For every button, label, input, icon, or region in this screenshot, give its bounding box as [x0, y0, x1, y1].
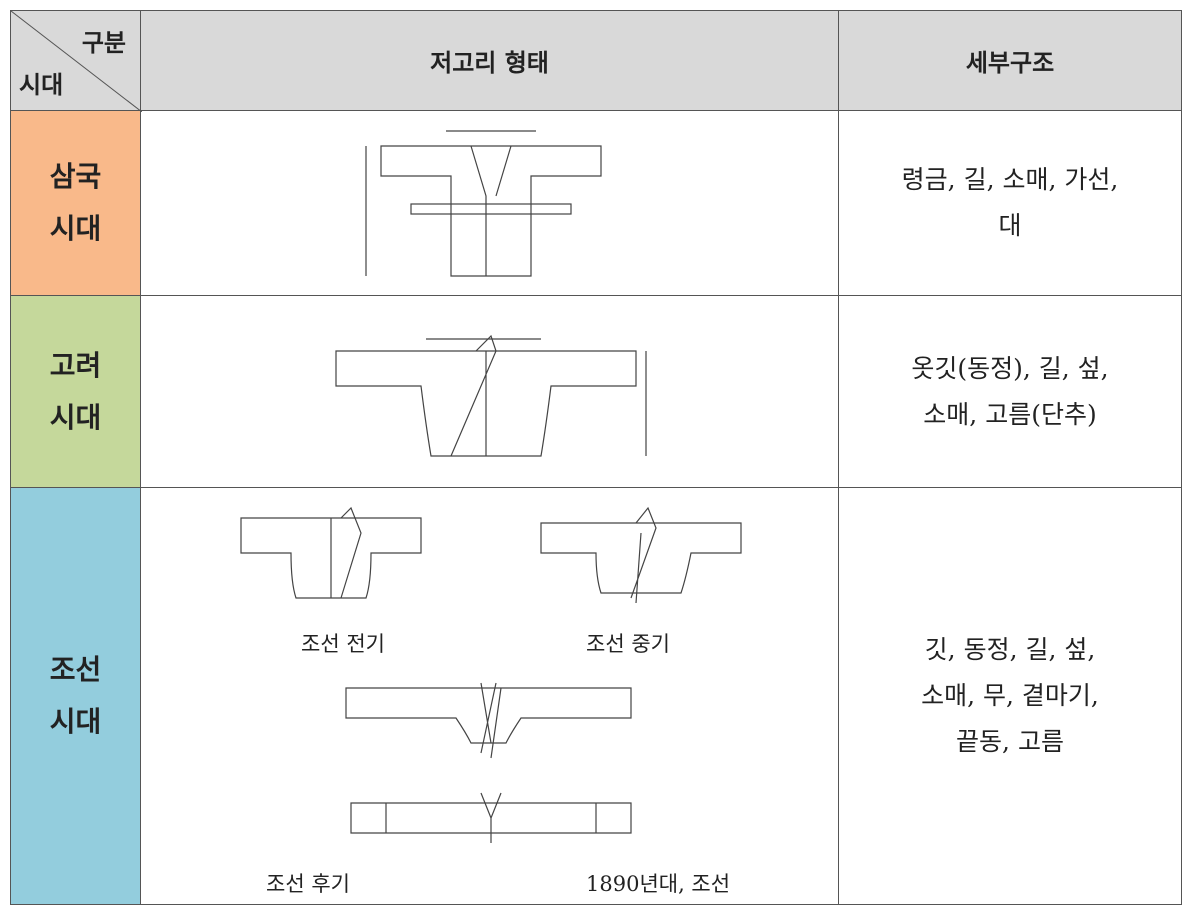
detail-text: 옷깃(동정), 길, 섶, [911, 353, 1109, 383]
corner-top: 구분 [81, 29, 126, 57]
form-cell [140, 110, 839, 296]
period-text: 조선 [49, 653, 102, 686]
header-cell: 세부구조 [838, 10, 1182, 111]
jacket-drawing [365, 130, 602, 277]
detail-text: 깃, 동정, 길, 섶, [924, 635, 1096, 664]
jacket-drawing [350, 792, 632, 843]
caption: 조선 전기 [301, 632, 385, 656]
detail-text: 끝동, 고름 [956, 727, 1064, 756]
caption: 조선 중기 [586, 632, 670, 656]
detail-cell: 깃, 동정, 길, 섶, 소매, 무, 곁마기, 끝동, 고름 [838, 487, 1182, 905]
detail-cell: 령금, 길, 소매, 가선, 대 [838, 110, 1182, 296]
period-text: 삼국 [49, 160, 102, 193]
jacket-drawing [345, 682, 632, 759]
jacket-drawing [335, 334, 647, 457]
form-cell: 조선 전기 조선 중기 조선 후기 1890년대, 조선 [140, 487, 839, 905]
detail-text: 소매, 고름(단추) [923, 399, 1097, 429]
detail-text: 소매, 무, 곁마기, [921, 681, 1099, 710]
corner-bottom: 시대 [19, 71, 64, 99]
jacket-drawing [240, 506, 422, 599]
period-text: 시대 [49, 212, 102, 245]
caption: 1890년대, 조선 [586, 872, 731, 896]
jacket-drawing [540, 506, 742, 603]
header-cell: 저고리 형태 [140, 10, 839, 111]
caption: 조선 후기 [266, 872, 350, 896]
corner-diagonal [11, 11, 142, 112]
detail-text: 대 [998, 211, 1022, 240]
period-text: 시대 [49, 705, 102, 738]
detail-text: 령금, 길, 소매, 가선, [901, 165, 1119, 194]
corner-cell: 구분 시대 [10, 10, 142, 112]
form-cell [140, 295, 839, 488]
detail-cell: 옷깃(동정), 길, 섶, 소매, 고름(단추) [838, 295, 1182, 488]
header-text: 세부구조 [965, 49, 1055, 77]
period-text: 시대 [49, 400, 102, 434]
header-text: 저고리 형태 [430, 49, 549, 77]
period-text: 고려 [49, 348, 102, 382]
